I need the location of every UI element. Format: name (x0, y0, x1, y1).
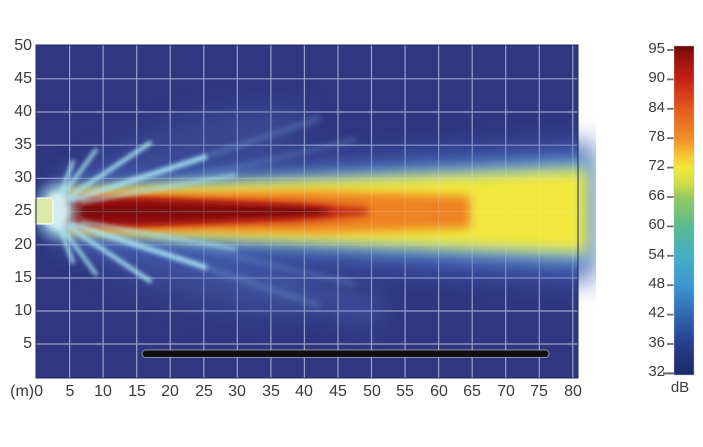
x-tick-label: 30 (228, 383, 246, 400)
colorbar-tick-label: 90 (648, 69, 665, 86)
x-tick-label: 25 (195, 383, 213, 400)
colorbar-tick-label: 66 (648, 187, 665, 204)
x-tick-label: 70 (497, 383, 515, 400)
x-tick-label: 10 (94, 383, 112, 400)
colorbar-tick-label: 84 (648, 99, 665, 116)
x-tick-label: 55 (396, 383, 414, 400)
colorbar-tick-label: 78 (648, 128, 665, 145)
x-tick-label: 5 (65, 383, 75, 400)
x-axis-origin-label: (m)0 (10, 383, 43, 400)
colorbar-ticks (663, 49, 674, 375)
x-tick-label: 15 (128, 383, 146, 400)
x-tick-label: 75 (530, 383, 548, 400)
source-marker (33, 197, 54, 225)
y-tick-label: 10 (14, 302, 32, 319)
y-tick-label: 15 (14, 269, 32, 286)
y-tick-label: 50 (14, 37, 32, 54)
colorbar-tick-label: 72 (648, 157, 665, 174)
y-tick-label: 30 (14, 169, 32, 186)
colorbar-tick-label: 54 (648, 246, 665, 263)
colorbar-tick-label: 48 (648, 275, 665, 292)
x-tick-label: 60 (430, 383, 448, 400)
colorbar-gradient (673, 45, 695, 376)
x-tick-label: 50 (363, 383, 381, 400)
x-tick-label: 65 (463, 383, 481, 400)
x-tick-label: 40 (295, 383, 313, 400)
x-tick-label: 35 (262, 383, 280, 400)
colorbar-tick-label: 95 (648, 40, 665, 57)
colorbar-tick-label: 42 (648, 304, 665, 321)
colorbar-tick-label: 32 (648, 363, 665, 380)
x-tick-label: 20 (161, 383, 179, 400)
x-tick-label: 45 (329, 383, 347, 400)
x-tick-label: 80 (564, 383, 582, 400)
colorbar-unit-label: dB (670, 379, 690, 396)
y-tick-label: 35 (14, 136, 32, 153)
y-tick-label: 45 (14, 70, 32, 87)
colorbar-tick-label: 60 (648, 216, 665, 233)
y-tick-label: 40 (14, 103, 32, 120)
colorbar-tick-label: 36 (648, 334, 665, 351)
faint-lobe-streak (97, 222, 356, 287)
audience-line (141, 349, 550, 358)
y-tick-label: 20 (14, 236, 32, 253)
y-tick-label: 5 (23, 335, 32, 352)
y-tick-label: 25 (14, 202, 32, 219)
plot-border (35, 44, 579, 379)
